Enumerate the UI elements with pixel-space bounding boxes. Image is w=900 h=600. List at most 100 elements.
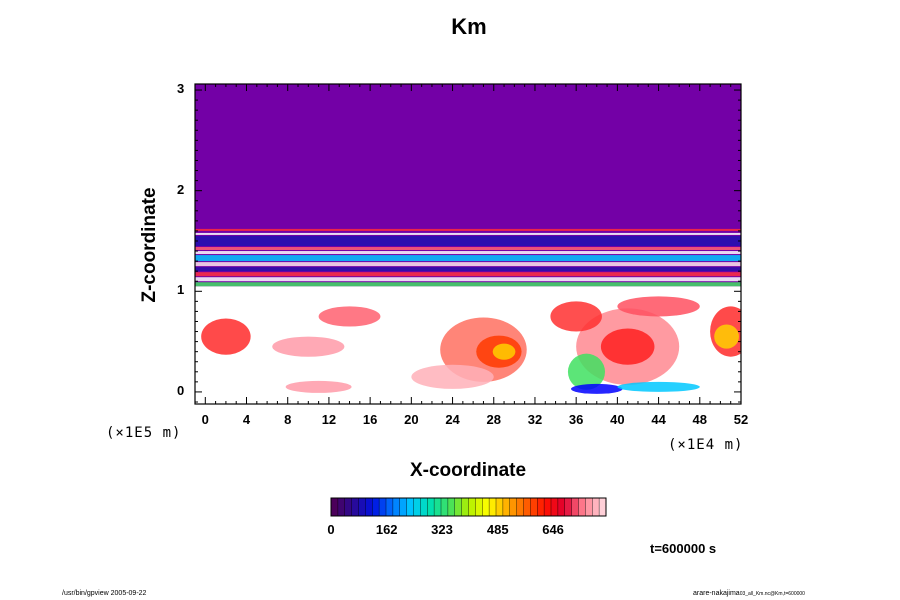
field-cell — [550, 301, 602, 332]
x-tick-label: 28 — [486, 412, 501, 427]
colorbar-swatch — [482, 498, 490, 516]
y-axis-label: Z-coordinate — [139, 187, 160, 303]
colorbar-swatch — [427, 498, 435, 516]
x-tick-label: 12 — [321, 412, 337, 427]
x-tick-label: 48 — [692, 412, 708, 427]
colorbar-frame — [330, 497, 607, 517]
field-band — [195, 277, 741, 282]
axis-ticks — [195, 84, 742, 404]
colorbar-swatch — [523, 498, 531, 516]
colorbar-swatch — [571, 498, 579, 516]
field-band — [195, 255, 741, 262]
field-band — [195, 282, 741, 287]
colorbar-swatch — [509, 498, 518, 516]
field-cell — [714, 324, 739, 349]
colorbar-swatch — [413, 498, 421, 516]
field-cell — [411, 364, 494, 389]
field-cell — [617, 381, 700, 392]
colorbar-tick-label: 646 — [542, 522, 564, 537]
field-cell — [272, 336, 345, 357]
field-cell — [285, 380, 352, 393]
x-tick-label: 24 — [445, 412, 460, 427]
y-tick-label: 1 — [177, 282, 185, 298]
x-axis-label: X-coordinate — [409, 460, 527, 481]
colorbar-swatch — [358, 498, 366, 516]
field-cell — [600, 328, 655, 365]
field-band — [195, 232, 741, 235]
x-tick-label: 0 — [201, 412, 209, 427]
colorbar-swatch — [434, 498, 442, 516]
colorbar-swatch — [530, 498, 538, 516]
field-band — [195, 251, 741, 255]
colorbar-swatch — [489, 498, 497, 516]
colorbar-tick-label: 162 — [375, 522, 398, 537]
field-cell — [201, 318, 251, 355]
x-tick-label: 52 — [733, 412, 749, 427]
footer-right-main: arare-nakajima — [693, 590, 740, 597]
x-tick-label: 20 — [404, 412, 419, 427]
plot-frame — [194, 83, 742, 405]
y-axis-unit: (×1E5 m) — [106, 425, 182, 441]
footer-left: /usr/bin/gpview 2005-09-22 — [62, 590, 147, 597]
colorbar-swatch — [331, 498, 339, 516]
colorbar-swatch — [344, 498, 353, 516]
x-tick-label: 8 — [284, 412, 292, 427]
colorbar-swatch — [585, 498, 593, 516]
field-band — [195, 272, 741, 277]
field-band — [195, 228, 741, 231]
colorbar-swatch — [372, 498, 380, 516]
time-label: t=600000 s — [650, 541, 717, 556]
x-tick-label: 40 — [610, 412, 625, 427]
x-tick-label: 4 — [242, 412, 251, 427]
contour-field — [195, 84, 741, 404]
x-tick-label: 36 — [568, 412, 584, 427]
field-band — [195, 262, 741, 267]
footer-right-small: 03_all_Km.nc@Km,t=600000 — [739, 591, 805, 597]
colorbar-tick-label: 323 — [431, 522, 453, 537]
colorbar-swatch — [461, 498, 469, 516]
colorbar-tick-label: 0 — [327, 522, 335, 537]
colorbar-swatch — [337, 498, 346, 516]
colorbar-swatch — [551, 498, 559, 516]
colorbar-swatch — [392, 498, 401, 516]
x-tick-label: 16 — [362, 412, 378, 427]
colorbar-swatch — [441, 498, 449, 516]
x-tick-label: 32 — [527, 412, 543, 427]
x-tick-label: 44 — [651, 412, 666, 427]
colorbar-tick-label: 485 — [486, 522, 509, 537]
colorbar-swatch — [592, 498, 600, 516]
colorbar-swatch — [475, 498, 483, 516]
colorbar-swatch — [454, 498, 463, 516]
colorbar-swatch — [496, 498, 504, 516]
colorbar-swatch — [420, 498, 428, 516]
colorbar-swatch — [379, 498, 387, 516]
colorbar-swatch — [564, 498, 573, 516]
field-cell — [318, 306, 381, 327]
field-band — [195, 267, 741, 272]
y-tick-label: 0 — [177, 382, 185, 398]
colorbar-swatch — [502, 498, 511, 516]
y-tick-label: 2 — [177, 181, 185, 197]
footer-right: arare-nakajima03_all_Km.nc@Km,t=600000 — [693, 590, 805, 597]
colorbar — [330, 497, 607, 517]
colorbar-swatch — [468, 498, 476, 516]
field-cell — [571, 383, 623, 394]
colorbar-swatch — [537, 498, 545, 516]
colorbar-swatch — [351, 498, 359, 516]
colorbar-swatch — [516, 498, 524, 516]
field-cell — [567, 353, 606, 390]
x-axis-unit: (×1E4 m) — [668, 437, 744, 453]
colorbar-swatch — [447, 498, 456, 516]
field-cell — [617, 296, 700, 317]
colorbar-swatch — [557, 498, 566, 516]
colorbar-swatch — [544, 498, 552, 516]
y-tick-label: 3 — [177, 81, 185, 97]
colorbar-swatch — [386, 498, 394, 516]
field-cell — [492, 343, 516, 360]
field-band — [195, 235, 741, 247]
field-band — [195, 247, 741, 251]
colorbar-swatch — [365, 498, 373, 516]
chart-title: Km — [451, 14, 487, 39]
colorbar-swatch — [578, 498, 586, 516]
